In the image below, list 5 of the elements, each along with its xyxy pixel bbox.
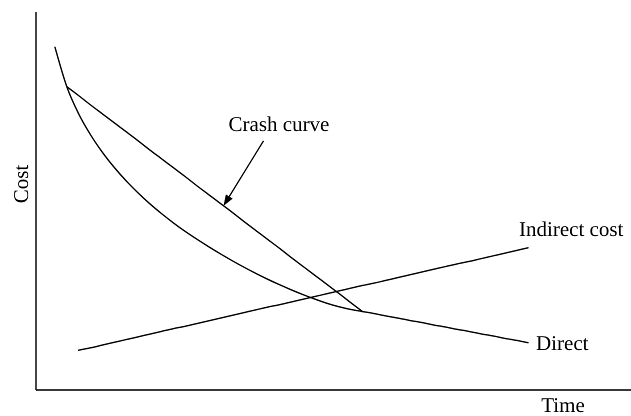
x-axis-title: Time	[541, 393, 585, 416]
series-label: Indirect cost	[519, 216, 624, 241]
text: Crash curve	[228, 112, 330, 136]
series-label: Direct	[536, 331, 589, 356]
y-axis-title: Cost	[9, 164, 33, 204]
